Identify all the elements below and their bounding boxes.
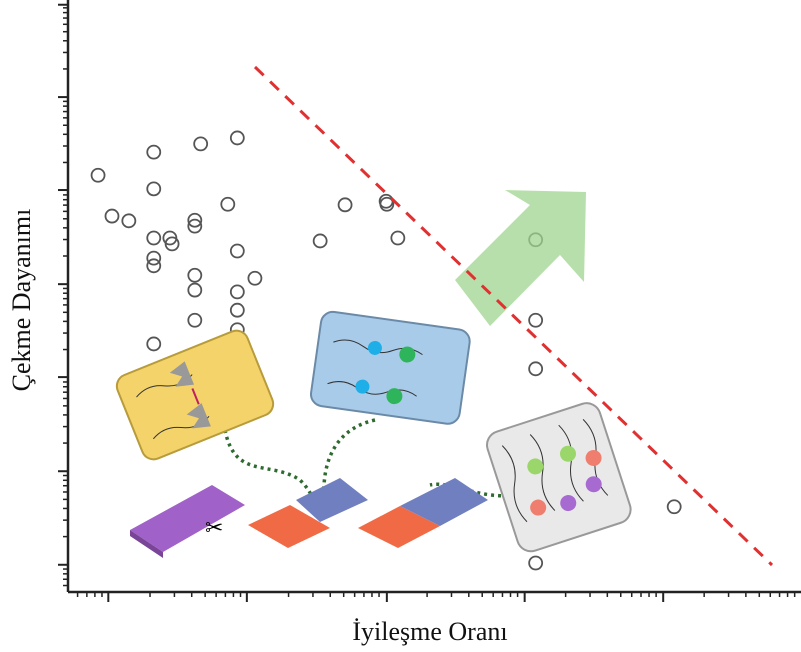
chart: ✂ İyileşme Oranı Çekme Dayanımı [0, 0, 801, 652]
data-point [391, 231, 404, 244]
data-point [668, 500, 681, 513]
data-point [529, 556, 542, 569]
card [309, 310, 471, 425]
data-point [339, 198, 352, 211]
data-point [231, 304, 244, 317]
data-point [105, 210, 118, 223]
gray-card [483, 400, 634, 555]
data-point [248, 272, 261, 285]
data-point [92, 169, 105, 182]
data-point [231, 131, 244, 144]
data-point [221, 198, 234, 211]
data-point [231, 245, 244, 258]
yellow-card [113, 327, 277, 463]
y-axis-title: Çekme Dayanımı [7, 209, 36, 392]
data-point [147, 231, 160, 244]
bricks: ✂ [130, 478, 488, 558]
data-point [147, 146, 160, 159]
data-point [529, 362, 542, 375]
data-point [188, 269, 201, 282]
data-point [188, 314, 201, 327]
data-point [147, 182, 160, 195]
card [483, 400, 634, 555]
scissors-icon: ✂ [205, 516, 223, 541]
data-point [147, 252, 160, 265]
data-point [147, 337, 160, 350]
data-point [231, 285, 244, 298]
data-point [314, 234, 327, 247]
data-point [188, 284, 201, 297]
data-point [122, 214, 135, 227]
x-axis-title: İyileşme Oranı [352, 617, 507, 646]
data-point [147, 259, 160, 272]
blue-card [309, 310, 471, 425]
data-point [529, 314, 542, 327]
improvement-arrow [455, 190, 586, 326]
data-point [194, 137, 207, 150]
